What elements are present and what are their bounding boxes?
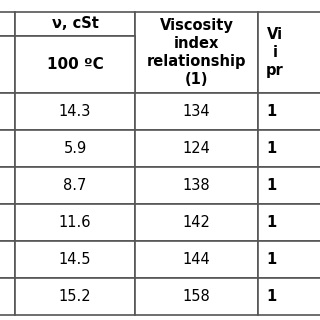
Text: Viscosity
index
relationship
(1): Viscosity index relationship (1): [147, 18, 246, 87]
Text: 14.5: 14.5: [59, 252, 91, 267]
Bar: [15, 130, 135, 167]
Bar: [258, 241, 320, 278]
Text: 100 ºC: 100 ºC: [47, 57, 103, 72]
Bar: [135, 167, 258, 204]
Text: 1: 1: [266, 178, 276, 193]
Text: 1: 1: [266, 215, 276, 230]
Bar: [15, 167, 135, 204]
Bar: [15, 278, 135, 315]
Bar: [15, 12, 135, 36]
Text: 1: 1: [266, 104, 276, 119]
Bar: [258, 93, 320, 130]
Bar: [258, 278, 320, 315]
Text: 142: 142: [183, 215, 211, 230]
Bar: [135, 204, 258, 241]
Bar: [135, 241, 258, 278]
Bar: [258, 204, 320, 241]
Bar: [0, 12, 15, 36]
Text: 134: 134: [183, 104, 210, 119]
Text: 158: 158: [183, 289, 210, 304]
Text: Vi
i
pr: Vi i pr: [266, 27, 284, 78]
Bar: [0, 204, 15, 241]
Text: 144: 144: [183, 252, 210, 267]
Text: 5.9: 5.9: [63, 141, 87, 156]
Bar: [0, 130, 15, 167]
Text: ν, cSt: ν, cSt: [52, 17, 99, 31]
Bar: [0, 278, 15, 315]
Bar: [0, 36, 15, 93]
Bar: [15, 93, 135, 130]
Bar: [15, 36, 135, 93]
Bar: [135, 93, 258, 130]
Bar: [258, 12, 320, 93]
Bar: [15, 241, 135, 278]
Bar: [15, 204, 135, 241]
Bar: [135, 130, 258, 167]
Text: 15.2: 15.2: [59, 289, 91, 304]
Text: 1: 1: [266, 252, 276, 267]
Bar: [0, 167, 15, 204]
Bar: [258, 130, 320, 167]
Text: 14.3: 14.3: [59, 104, 91, 119]
Text: 138: 138: [183, 178, 210, 193]
Text: 1: 1: [266, 289, 276, 304]
Text: 124: 124: [183, 141, 211, 156]
Bar: [0, 241, 15, 278]
Bar: [0, 93, 15, 130]
Text: 1: 1: [266, 141, 276, 156]
Text: 11.6: 11.6: [59, 215, 91, 230]
Text: 8.7: 8.7: [63, 178, 87, 193]
Bar: [135, 12, 258, 93]
Bar: [135, 278, 258, 315]
Bar: [258, 167, 320, 204]
